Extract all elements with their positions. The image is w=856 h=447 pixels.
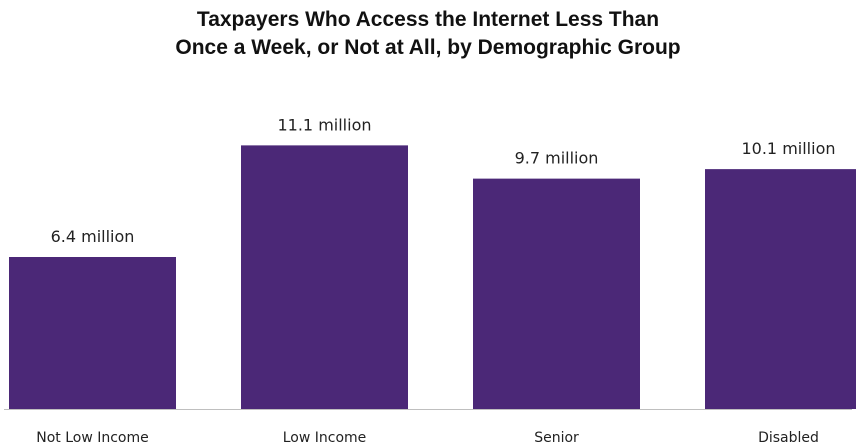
bar-senior [473, 178, 640, 409]
category-label-low-income: Low Income [283, 430, 367, 446]
bar-not-low-income [9, 257, 176, 409]
bar-low-income [241, 145, 408, 409]
data-label-disabled: 10.1 million [741, 139, 835, 158]
data-label-senior: 9.7 million [515, 149, 599, 168]
category-label-disabled: Disabled [758, 430, 819, 446]
category-label-not-low-income: Not Low Income [36, 430, 149, 446]
data-label-not-low-income: 6.4 million [51, 227, 135, 246]
chart-title-line-1: Taxpayers Who Access the Internet Less T… [196, 8, 660, 31]
data-label-low-income: 11.1 million [277, 115, 371, 134]
chart-title: Taxpayers Who Access the Internet Less T… [0, 6, 856, 62]
category-label-senior: Senior [534, 430, 579, 446]
chart-title-line-2: Once a Week, or Not at All, by Demograph… [175, 36, 681, 59]
bar-disabled [705, 169, 856, 409]
